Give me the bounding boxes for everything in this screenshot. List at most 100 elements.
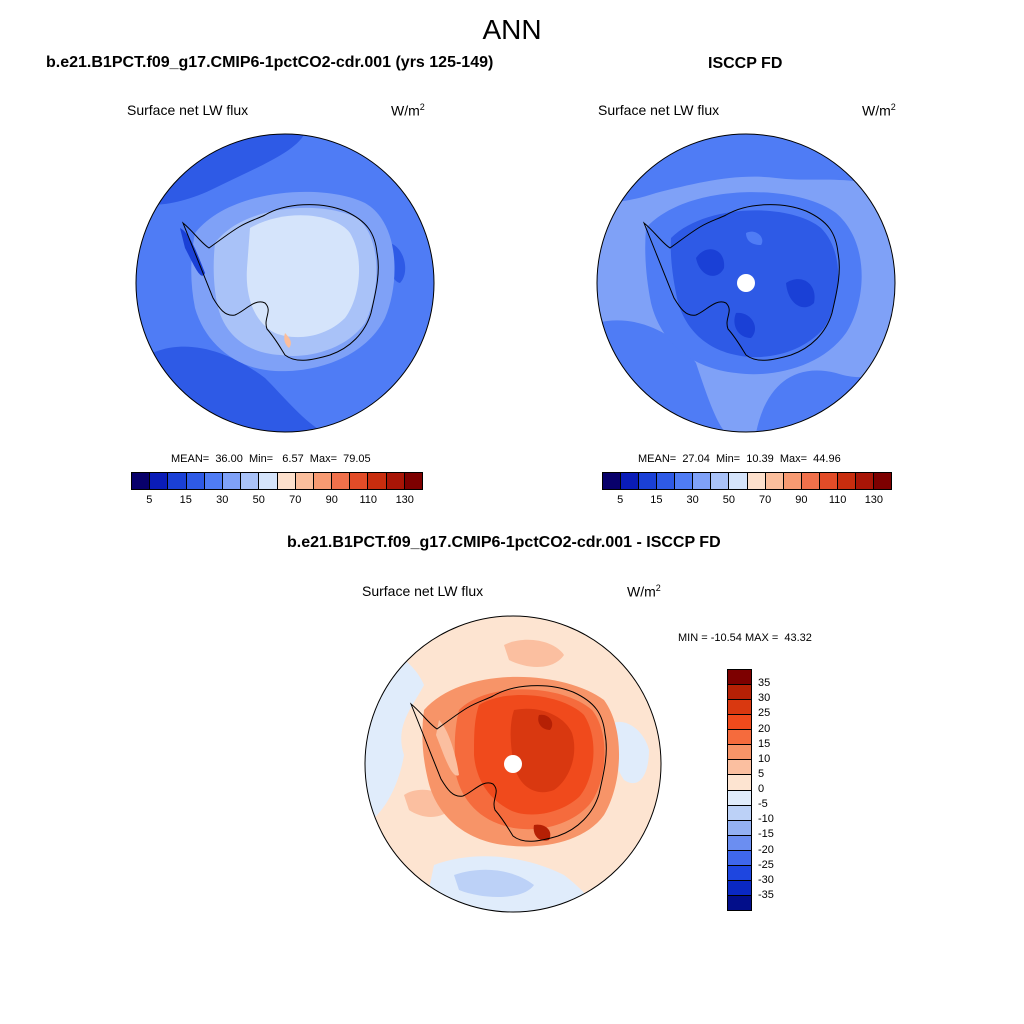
obs-colorbar-tick-label: 70 [759, 494, 772, 506]
diff-colorbar-tick-label: -30 [758, 873, 774, 886]
model-colorbar-segment [241, 473, 260, 489]
obs-colorbar-tick-label: 15 [650, 494, 663, 506]
model-colorbar-tick-label: 130 [395, 494, 414, 506]
model-colorbar-tick-label: 90 [325, 494, 338, 506]
model-polar-map [135, 133, 435, 433]
diff-colorbar-tick-label: -10 [758, 813, 774, 826]
obs-colorbar-tick-label: 110 [828, 494, 847, 506]
model-colorbar-tick-label: 15 [179, 494, 192, 506]
model-colorbar-segment [295, 473, 314, 489]
diff-colorbar-tick-label: 5 [758, 767, 765, 780]
diff-colorbar-segment [728, 865, 751, 881]
diff-colorbar-tick-label: 30 [758, 692, 771, 705]
diff-colorbar-segment [728, 895, 751, 910]
obs-colorbar-tick-label: 50 [722, 494, 735, 506]
obs-units-label: W/m2 [862, 102, 896, 119]
model-colorbar-tick-label: 110 [359, 494, 378, 506]
diff-polar-map [364, 615, 662, 913]
diff-colorbar-segment [728, 700, 751, 716]
model-colorbar-segment [259, 473, 278, 489]
model-colorbar-tick-label: 50 [252, 494, 265, 506]
model-colorbar-segment [277, 473, 296, 489]
diff-colorbar-tick-label: 35 [758, 677, 771, 690]
model-colorbar-segment [368, 473, 387, 489]
obs-colorbar-segment [765, 473, 784, 489]
diff-colorbar-tick-label: -25 [758, 858, 774, 871]
diff-colorbar-tick-label: 15 [758, 737, 771, 750]
model-panel-title: b.e21.B1PCT.f09_g17.CMIP6-1pctCO2-cdr.00… [46, 54, 494, 71]
diff-colorbar-tick-label: 20 [758, 722, 771, 735]
diff-colorbar-segment [728, 790, 751, 806]
diff-colorbar-segment [728, 850, 751, 866]
model-colorbar-tick-label: 5 [146, 494, 153, 506]
diff-colorbar-tick-label: 25 [758, 707, 771, 720]
model-colorbar [131, 472, 423, 490]
model-colorbar-segment [132, 473, 151, 489]
obs-colorbar-segment [837, 473, 856, 489]
obs-colorbar [602, 472, 892, 490]
diff-colorbar-segment [728, 670, 751, 686]
obs-colorbar-segment [729, 473, 748, 489]
model-colorbar-segment [186, 473, 205, 489]
model-colorbar-segment [332, 473, 351, 489]
obs-colorbar-tick-label: 90 [795, 494, 808, 506]
diff-colorbar-segment [728, 730, 751, 746]
model-units-label: W/m2 [391, 102, 425, 119]
obs-colorbar-segment [675, 473, 694, 489]
diff-colorbar-segment [728, 760, 751, 776]
obs-colorbar-ticks: 5 15 30 50 70 90 110 130 [602, 494, 892, 508]
diff-units-label: W/m2 [627, 583, 661, 600]
model-colorbar-segment [386, 473, 405, 489]
diff-colorbar-segment [728, 715, 751, 731]
main-title: ANN [482, 14, 542, 45]
diff-colorbar-segment [728, 685, 751, 701]
obs-colorbar-segment [603, 473, 622, 489]
diff-colorbar-tick-label: -15 [758, 828, 774, 841]
diff-colorbar-segment [728, 805, 751, 821]
model-stats: MEAN= 36.00 Min= 6.57 Max= 79.05 [171, 453, 371, 465]
obs-colorbar-segment [855, 473, 874, 489]
diff-colorbar [727, 669, 752, 911]
diff-colorbar-segment [728, 835, 751, 851]
obs-colorbar-tick-label: 130 [864, 494, 884, 506]
diff-colorbar-segment [728, 880, 751, 896]
obs-colorbar-segment [621, 473, 640, 489]
diff-colorbar-ticks: 35 30 25 20 15 10 5 0 -5 -10 -15 -20 -25 -30 -35 [758, 669, 798, 911]
obs-polar-map [596, 133, 896, 433]
model-variable-label: Surface net LW flux [127, 102, 249, 118]
diff-colorbar-segment [728, 775, 751, 791]
diff-colorbar-tick-label: 0 [758, 783, 765, 795]
model-colorbar-ticks: 5 15 30 50 70 90 110 130 [131, 494, 423, 508]
model-colorbar-segment [168, 473, 187, 489]
obs-colorbar-segment [657, 473, 676, 489]
obs-colorbar-segment [747, 473, 766, 489]
diff-colorbar-segment [728, 745, 751, 761]
model-colorbar-segment [150, 473, 169, 489]
obs-colorbar-segment [783, 473, 802, 489]
obs-colorbar-segment [711, 473, 730, 489]
obs-colorbar-tick-label: 30 [686, 494, 699, 506]
diff-colorbar-tick-label: -5 [758, 798, 768, 811]
diff-panel-title: b.e21.B1PCT.f09_g17.CMIP6-1pctCO2-cdr.00… [287, 534, 721, 551]
obs-stats: MEAN= 27.04 Min= 10.39 Max= 44.96 [638, 453, 841, 465]
diff-colorbar-tick-label: -20 [758, 843, 774, 856]
model-colorbar-tick-label: 30 [216, 494, 229, 506]
obs-colorbar-segment [819, 473, 838, 489]
model-colorbar-tick-label: 70 [289, 494, 302, 506]
model-colorbar-segment [204, 473, 223, 489]
diff-stats: MIN = -10.54 MAX = 43.32 [678, 632, 812, 644]
diff-colorbar-tick-label: -35 [758, 888, 774, 901]
obs-colorbar-segment [873, 473, 891, 489]
obs-colorbar-segment [801, 473, 820, 489]
model-colorbar-segment [350, 473, 369, 489]
model-colorbar-segment [313, 473, 333, 489]
obs-colorbar-tick-label: 5 [617, 494, 624, 506]
obs-variable-label: Surface net LW flux [598, 102, 720, 118]
model-colorbar-segment [404, 473, 422, 489]
diff-colorbar-tick-label: 10 [758, 752, 771, 765]
obs-colorbar-segment [693, 473, 712, 489]
obs-panel-title: ISCCP FD [708, 55, 783, 72]
obs-colorbar-segment [639, 473, 658, 489]
diff-variable-label: Surface net LW flux [362, 583, 484, 599]
diff-colorbar-segment [728, 820, 751, 836]
